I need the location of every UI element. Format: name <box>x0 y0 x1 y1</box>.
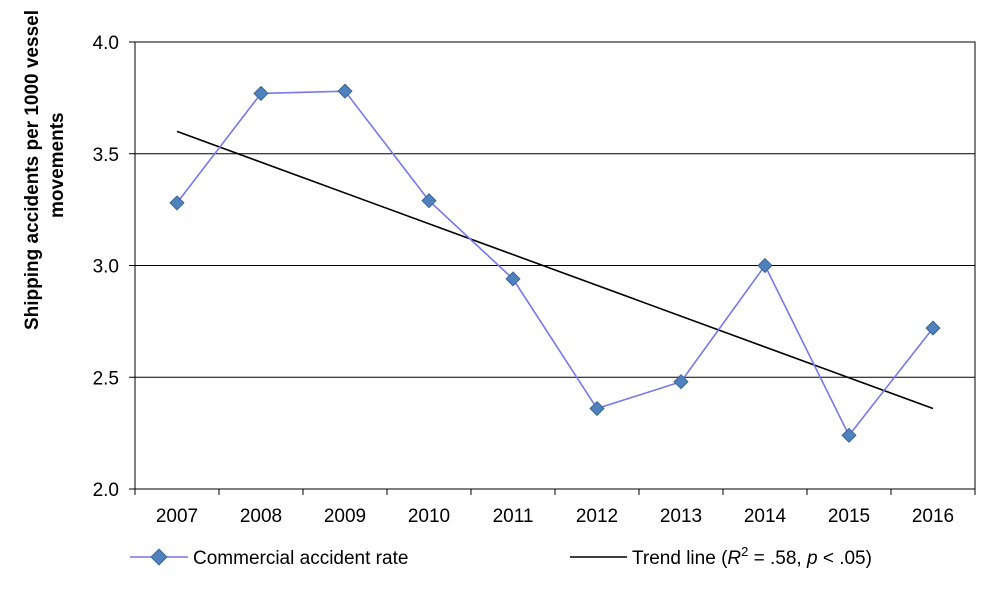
y-axis-title-line-2: movements <box>47 112 68 218</box>
x-tick-label: 2008 <box>240 506 282 527</box>
x-tick-label: 2010 <box>408 506 450 527</box>
legend-series-label: Commercial accident rate <box>193 548 408 569</box>
y-tick-label: 2.0 <box>93 480 119 501</box>
legend-trend-mid: = .58, <box>748 548 807 569</box>
data-point-2010 <box>421 193 437 209</box>
legend-trend-prefix: Trend line ( <box>632 548 728 569</box>
x-tick-label: 2015 <box>828 506 870 527</box>
y-tick-label: 4.0 <box>93 33 119 54</box>
trend-line <box>176 130 934 410</box>
x-tick-label: 2014 <box>744 506 787 527</box>
x-tick-label: 2011 <box>493 506 534 527</box>
legend-series-marker <box>150 548 168 566</box>
data-point-2009 <box>337 83 353 99</box>
legend-trend-r: R <box>727 548 741 569</box>
legend-trend-label: Trend line (R2 = .58, p < .05) <box>632 544 872 569</box>
y-axis-tick-labels: 2.0 2.5 3.0 3.5 4.0 <box>93 33 119 501</box>
y-tick-label: 3.5 <box>93 145 119 166</box>
y-axis-title-line-1: Shipping accidents per 1000 vessel <box>22 10 43 330</box>
y-axis-title: Shipping accidents per 1000 vessel movem… <box>22 10 68 330</box>
series-markers <box>169 83 941 443</box>
x-tick-label: 2016 <box>912 506 954 527</box>
data-point-2013 <box>673 374 689 390</box>
y-tick-label: 2.5 <box>93 368 119 389</box>
gridlines <box>129 41 975 490</box>
legend-trend-end: < .05) <box>818 548 872 569</box>
x-axis-tick-labels: 2007 2008 2009 2010 2011 2012 2013 2014 2015 2016 <box>156 506 954 527</box>
y-tick-label: 3.0 <box>93 257 119 278</box>
x-axis-ticks <box>134 489 976 495</box>
legend-trend-r-sup: 2 <box>741 544 748 559</box>
data-point-2014 <box>757 257 773 274</box>
data-point-2016 <box>925 320 941 336</box>
x-tick-label: 2007 <box>156 506 198 527</box>
data-point-2007 <box>169 195 185 211</box>
data-point-2012 <box>589 400 605 417</box>
x-tick-label: 2012 <box>576 506 618 527</box>
legend: Commercial accident rate Trend line (R2 … <box>130 544 872 569</box>
legend-trend-p: p <box>806 548 818 569</box>
data-point-2008 <box>253 85 269 101</box>
x-tick-label: 2013 <box>660 506 702 527</box>
data-point-2011 <box>505 271 521 287</box>
series-line-commercial-accident-rate <box>176 90 934 437</box>
data-point-2015 <box>841 427 857 443</box>
x-tick-label: 2009 <box>324 506 366 527</box>
